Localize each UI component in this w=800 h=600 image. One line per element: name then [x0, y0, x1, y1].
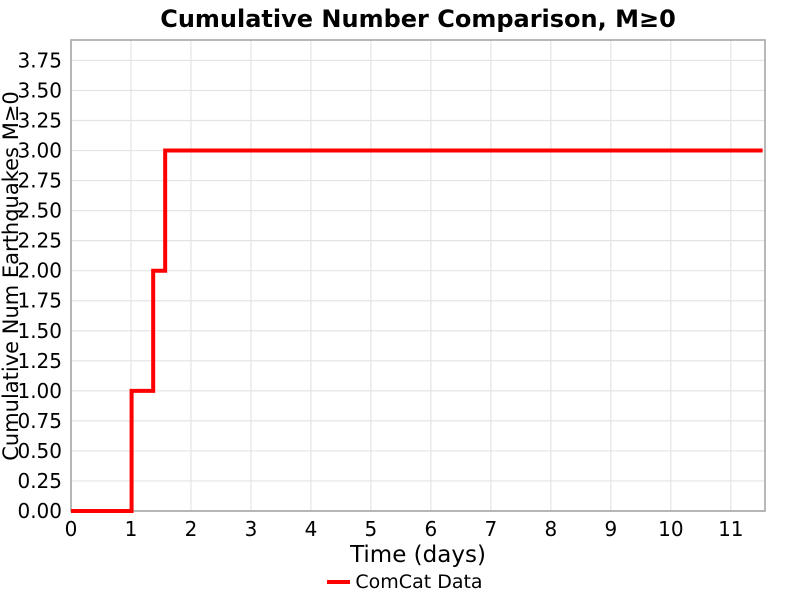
y-tick-label: 0.75 [17, 409, 62, 433]
x-tick-label: 10 [658, 517, 683, 541]
x-tick-label: 6 [425, 517, 438, 541]
legend-line-swatch [327, 580, 351, 584]
legend-label: ComCat Data [355, 571, 483, 593]
y-tick-label: 1.00 [17, 379, 62, 403]
plot-border [70, 39, 766, 512]
y-tick-label: 1.75 [17, 289, 62, 313]
y-tick-label: 0.00 [17, 499, 62, 523]
y-tick-label: 0.50 [17, 439, 62, 463]
y-tick-label: 3.50 [17, 78, 62, 102]
y-tick-label: 3.25 [17, 109, 62, 133]
x-tick-label: 5 [365, 517, 378, 541]
y-tick-label: 3.75 [17, 48, 62, 72]
y-tick-label: 2.00 [17, 259, 62, 283]
y-tick-label: 1.50 [17, 319, 62, 343]
x-tick-label: 11 [718, 517, 743, 541]
y-tick-label: 2.75 [17, 169, 62, 193]
series-line [71, 148, 763, 513]
x-tick-label: 1 [125, 517, 138, 541]
y-tick-label: 2.25 [17, 229, 62, 253]
x-axis-label: Time (days) [350, 542, 486, 568]
legend: ComCat Data [0, 571, 800, 593]
y-tick-label: 1.25 [17, 349, 62, 373]
chart-title: Cumulative Number Comparison, M≥0 [160, 5, 676, 33]
x-tick-label: 2 [185, 517, 198, 541]
y-tick-label: 2.50 [17, 199, 62, 223]
x-tick-label: 4 [305, 517, 318, 541]
y-tick-label: 3.00 [17, 139, 62, 163]
x-tick-label: 9 [604, 517, 617, 541]
y-tick-label: 0.25 [17, 469, 62, 493]
x-tick-label: 0 [65, 517, 78, 541]
x-tick-label: 7 [485, 517, 498, 541]
y-axis-label: Cumulative Num Earthquakes M≥0 [0, 91, 23, 461]
x-tick-label: 3 [245, 517, 258, 541]
x-tick-label: 8 [544, 517, 557, 541]
